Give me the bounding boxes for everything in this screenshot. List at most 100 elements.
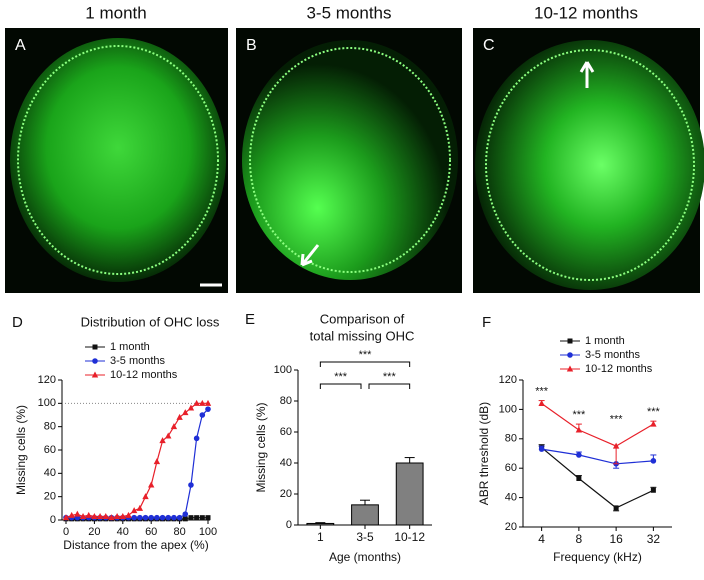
legend-label: 10-12 months (110, 369, 178, 381)
marker (538, 446, 545, 452)
y-tick-label: 20 (505, 521, 517, 533)
marker (575, 426, 583, 433)
x-axis-label: Frequency (kHz) (553, 550, 642, 564)
y-tick-label: 60 (280, 426, 292, 438)
bar (306, 522, 335, 526)
hair-cell-row (17, 45, 219, 275)
hair-cell-row (485, 49, 695, 281)
marker (182, 511, 189, 517)
marker (182, 516, 188, 522)
marker (153, 458, 161, 465)
marker (188, 515, 194, 521)
marker (131, 514, 137, 521)
cochlea (475, 40, 704, 290)
marker (176, 514, 183, 521)
y-axis-label: Missing cells (%) (254, 402, 268, 492)
y-axis-label: ABR threshold (dB) (477, 402, 491, 505)
marker (137, 514, 143, 521)
significance: *** (647, 406, 661, 418)
marker (187, 404, 195, 411)
series-line (541, 448, 654, 465)
cochlea (242, 40, 458, 280)
y-tick-label: 20 (44, 491, 56, 503)
marker (142, 493, 149, 500)
marker (650, 458, 657, 464)
significance: *** (334, 371, 348, 383)
y-tick-label: 80 (280, 395, 292, 407)
marker (205, 406, 211, 412)
x-tick-label: 32 (647, 532, 661, 546)
marker (566, 365, 574, 372)
marker (92, 358, 98, 364)
significance: *** (359, 349, 373, 361)
marker (142, 514, 149, 521)
marker (576, 475, 582, 481)
significance-bracket (368, 383, 411, 389)
y-tick-label: 60 (505, 462, 517, 474)
marker (62, 514, 70, 521)
column-title: 10-12 months (534, 3, 638, 22)
series-line (541, 403, 654, 447)
marker (199, 399, 206, 406)
marker (102, 513, 109, 519)
y-tick-label: 0 (286, 519, 292, 531)
chart-title: Comparison of (320, 311, 405, 326)
significance: *** (383, 371, 397, 383)
x-tick-label: 0 (63, 526, 69, 538)
y-tick-label: 80 (505, 433, 517, 445)
marker (136, 504, 144, 511)
marker (119, 513, 126, 519)
x-tick-label: 80 (173, 526, 185, 538)
marker (650, 487, 656, 493)
marker (204, 399, 212, 406)
marker (613, 505, 619, 511)
chart-title: Distribution of OHC loss (81, 314, 220, 329)
y-tick-label: 120 (499, 374, 517, 386)
legend-label: 1 month (585, 335, 625, 347)
marker (176, 413, 183, 420)
marker (612, 442, 620, 449)
marker (194, 515, 200, 521)
marker (154, 514, 160, 521)
y-tick-label: 0 (50, 514, 56, 526)
x-tick-label: 40 (117, 526, 129, 538)
significance: *** (572, 409, 586, 421)
x-axis-label: Age (months) (329, 550, 401, 564)
marker (182, 409, 189, 416)
x-tick-label: 3-5 (356, 530, 374, 544)
marker (567, 352, 573, 358)
legend-label: 1 month (110, 341, 150, 353)
marker (165, 514, 172, 521)
marker (193, 399, 200, 406)
x-tick-label: 60 (145, 526, 157, 538)
legend-label: 10-12 months (585, 363, 653, 375)
significance: *** (535, 385, 549, 397)
marker (96, 513, 104, 519)
x-tick-label: 8 (576, 532, 583, 546)
series-line (541, 447, 654, 509)
marker (113, 513, 121, 519)
column-title: 3-5 months (306, 3, 391, 22)
y-tick-label: 40 (280, 457, 292, 469)
marker (170, 423, 178, 430)
y-axis-label: Missing cells (%) (14, 405, 28, 495)
y-tick-label: 40 (44, 467, 56, 479)
significance-bracket (319, 383, 362, 389)
arrow (579, 61, 595, 88)
significance-bracket (319, 361, 411, 367)
micrographs (5, 28, 704, 293)
marker (79, 513, 87, 519)
y-tick-label: 80 (44, 421, 56, 433)
marker (130, 507, 138, 514)
marker (199, 515, 205, 521)
series-line (65, 402, 208, 519)
y-tick-label: 60 (44, 444, 56, 456)
y-tick-label: 100 (274, 364, 292, 376)
marker (165, 432, 172, 439)
panel-letter: D (12, 314, 23, 331)
x-tick-label: 16 (609, 532, 623, 546)
marker (74, 510, 81, 517)
marker (171, 514, 177, 521)
legend-label: 3-5 months (110, 355, 166, 367)
